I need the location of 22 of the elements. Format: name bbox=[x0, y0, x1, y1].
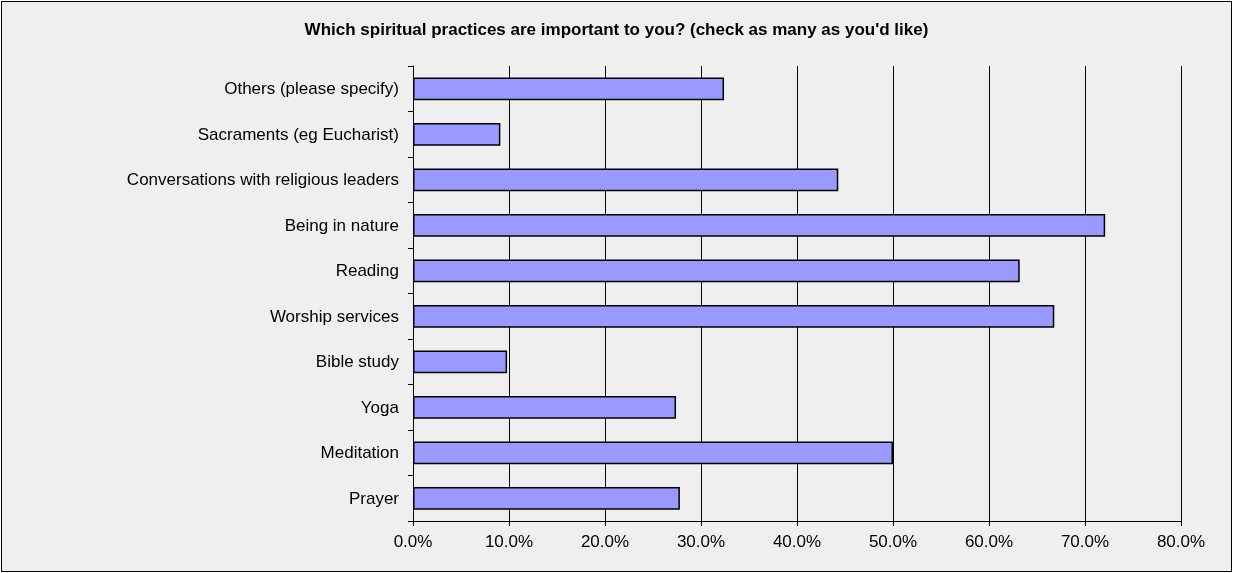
bar bbox=[413, 122, 501, 146]
chart-title: Which spiritual practices are important to you? (check as many as you'd like) bbox=[304, 20, 929, 39]
x-tick-label: 40.0% bbox=[772, 532, 822, 551]
y-tick-label: Meditation bbox=[320, 443, 399, 463]
y-tick-label: Sacraments (eg Eucharist) bbox=[197, 124, 399, 144]
y-tick-label: Yoga bbox=[360, 397, 400, 417]
x-tick-label: 70.0% bbox=[1060, 532, 1110, 551]
bar bbox=[413, 350, 508, 374]
y-tick-label: Reading bbox=[335, 261, 399, 281]
y-tick-label: Conversations with religious leaders bbox=[126, 170, 399, 190]
x-tick-label: 10.0% bbox=[484, 532, 534, 551]
y-tick-label: Being in nature bbox=[284, 215, 399, 235]
x-tick-label: 30.0% bbox=[676, 532, 726, 551]
x-tick-label: 50.0% bbox=[868, 532, 918, 551]
y-tick-label: Others (please specify) bbox=[224, 79, 399, 99]
x-tick-label: 60.0% bbox=[964, 532, 1014, 551]
y-tick-label: Prayer bbox=[348, 488, 400, 508]
y-tick-label: Bible study bbox=[315, 352, 400, 372]
y-tick-label: Worship services bbox=[269, 306, 399, 326]
x-tick-label: 0.0% bbox=[393, 532, 433, 551]
x-tick-label: 20.0% bbox=[580, 532, 630, 551]
x-tick-label: 80.0% bbox=[1156, 532, 1206, 551]
